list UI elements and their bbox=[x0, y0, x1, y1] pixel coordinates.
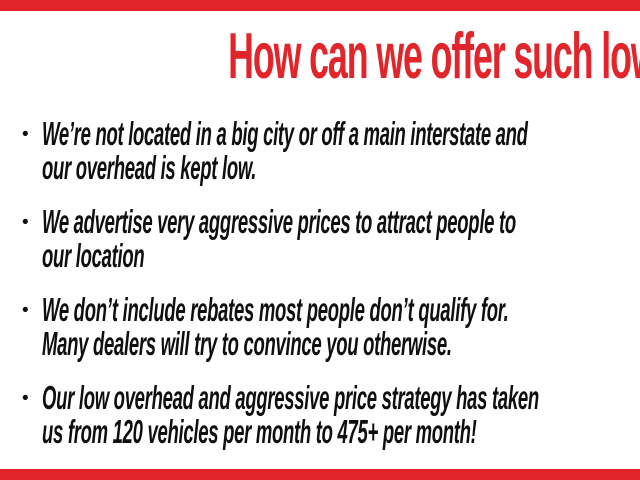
bullet-dot-icon: • bbox=[22, 388, 29, 409]
page-title-text: How can we offer such low prices? bbox=[228, 19, 640, 92]
bullet-text: We advertise very aggressive prices to a… bbox=[42, 203, 516, 274]
page-title: How can we offer such low prices? bbox=[0, 20, 640, 92]
list-item: • We don’t include rebates most people d… bbox=[22, 293, 640, 361]
bullet-dot-icon: • bbox=[22, 124, 29, 145]
bullet-text: We don’t include rebates most people don… bbox=[42, 291, 509, 362]
bullet-text: We’re not located in a big city or off a… bbox=[42, 115, 528, 186]
bottom-red-bar bbox=[0, 469, 640, 480]
bullet-dot-icon: • bbox=[22, 212, 29, 233]
bullet-text: Our low overhead and aggressive price st… bbox=[42, 379, 539, 450]
top-red-bar bbox=[0, 0, 640, 11]
list-item: • We advertise very aggressive prices to… bbox=[22, 205, 640, 273]
bullet-list: • We’re not located in a big city or off… bbox=[22, 117, 640, 469]
list-item: • Our low overhead and aggressive price … bbox=[22, 381, 640, 449]
bullet-dot-icon: • bbox=[22, 300, 29, 321]
list-item: • We’re not located in a big city or off… bbox=[22, 117, 640, 185]
